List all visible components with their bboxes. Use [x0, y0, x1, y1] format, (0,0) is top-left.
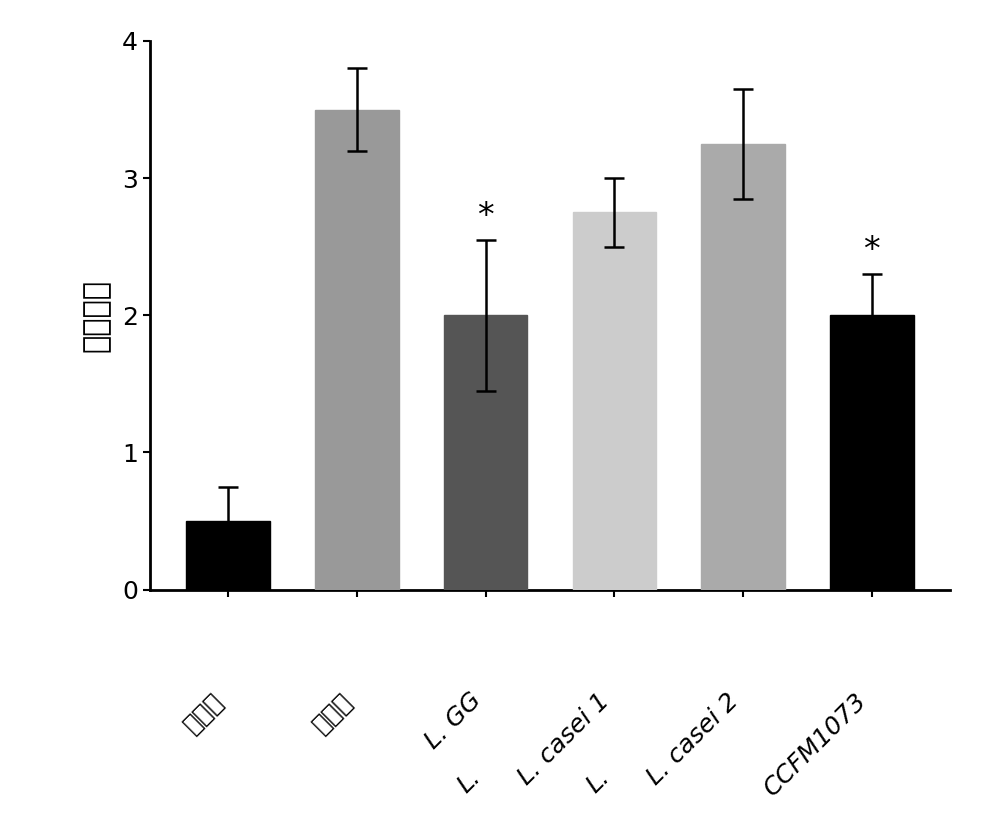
Text: 模型组: 模型组	[308, 689, 357, 737]
Bar	[444, 315, 527, 590]
Text: L.: L.	[582, 765, 614, 798]
Text: 空白组: 空白组	[179, 689, 228, 737]
Bar	[701, 144, 785, 590]
Text: L. GG: L. GG	[420, 689, 486, 754]
Text: L.: L.	[453, 765, 486, 798]
Bar	[573, 212, 656, 590]
Bar	[830, 315, 914, 590]
Bar	[315, 110, 399, 590]
Text: L. casei 2: L. casei 2	[642, 689, 743, 789]
Text: *: *	[863, 234, 880, 267]
Y-axis label: 炎症得分: 炎症得分	[82, 278, 111, 352]
Text: L. casei 1: L. casei 1	[514, 689, 614, 789]
Text: *: *	[477, 200, 494, 233]
Bar	[186, 521, 270, 590]
Text: CCFM1073: CCFM1073	[760, 689, 872, 800]
